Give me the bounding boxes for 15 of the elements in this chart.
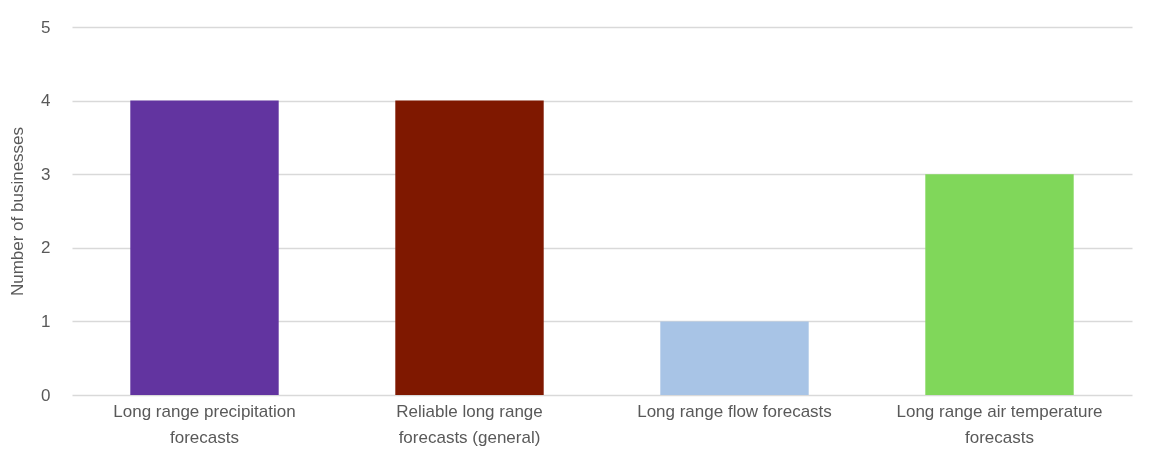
x-tick-label: Reliable long range forecasts (general) [396,401,543,447]
x-tick-label: Long range precipitation forecasts [113,401,296,447]
bar [395,100,544,395]
y-tick-label: 0 [41,385,51,405]
y-tick-label: 3 [41,164,51,184]
y-tick-label: 5 [41,17,51,37]
x-tick-label: Long range air temperature forecasts [896,401,1103,447]
x-tick-label: Long range flow forecasts [637,401,832,421]
y-axis-title: Number of businesses [8,126,28,297]
bar [660,321,809,395]
bar [130,100,279,395]
y-tick-label: 4 [41,91,51,111]
bar [925,174,1074,395]
y-tick-label: 1 [41,311,51,331]
y-tick-label: 2 [41,238,51,258]
